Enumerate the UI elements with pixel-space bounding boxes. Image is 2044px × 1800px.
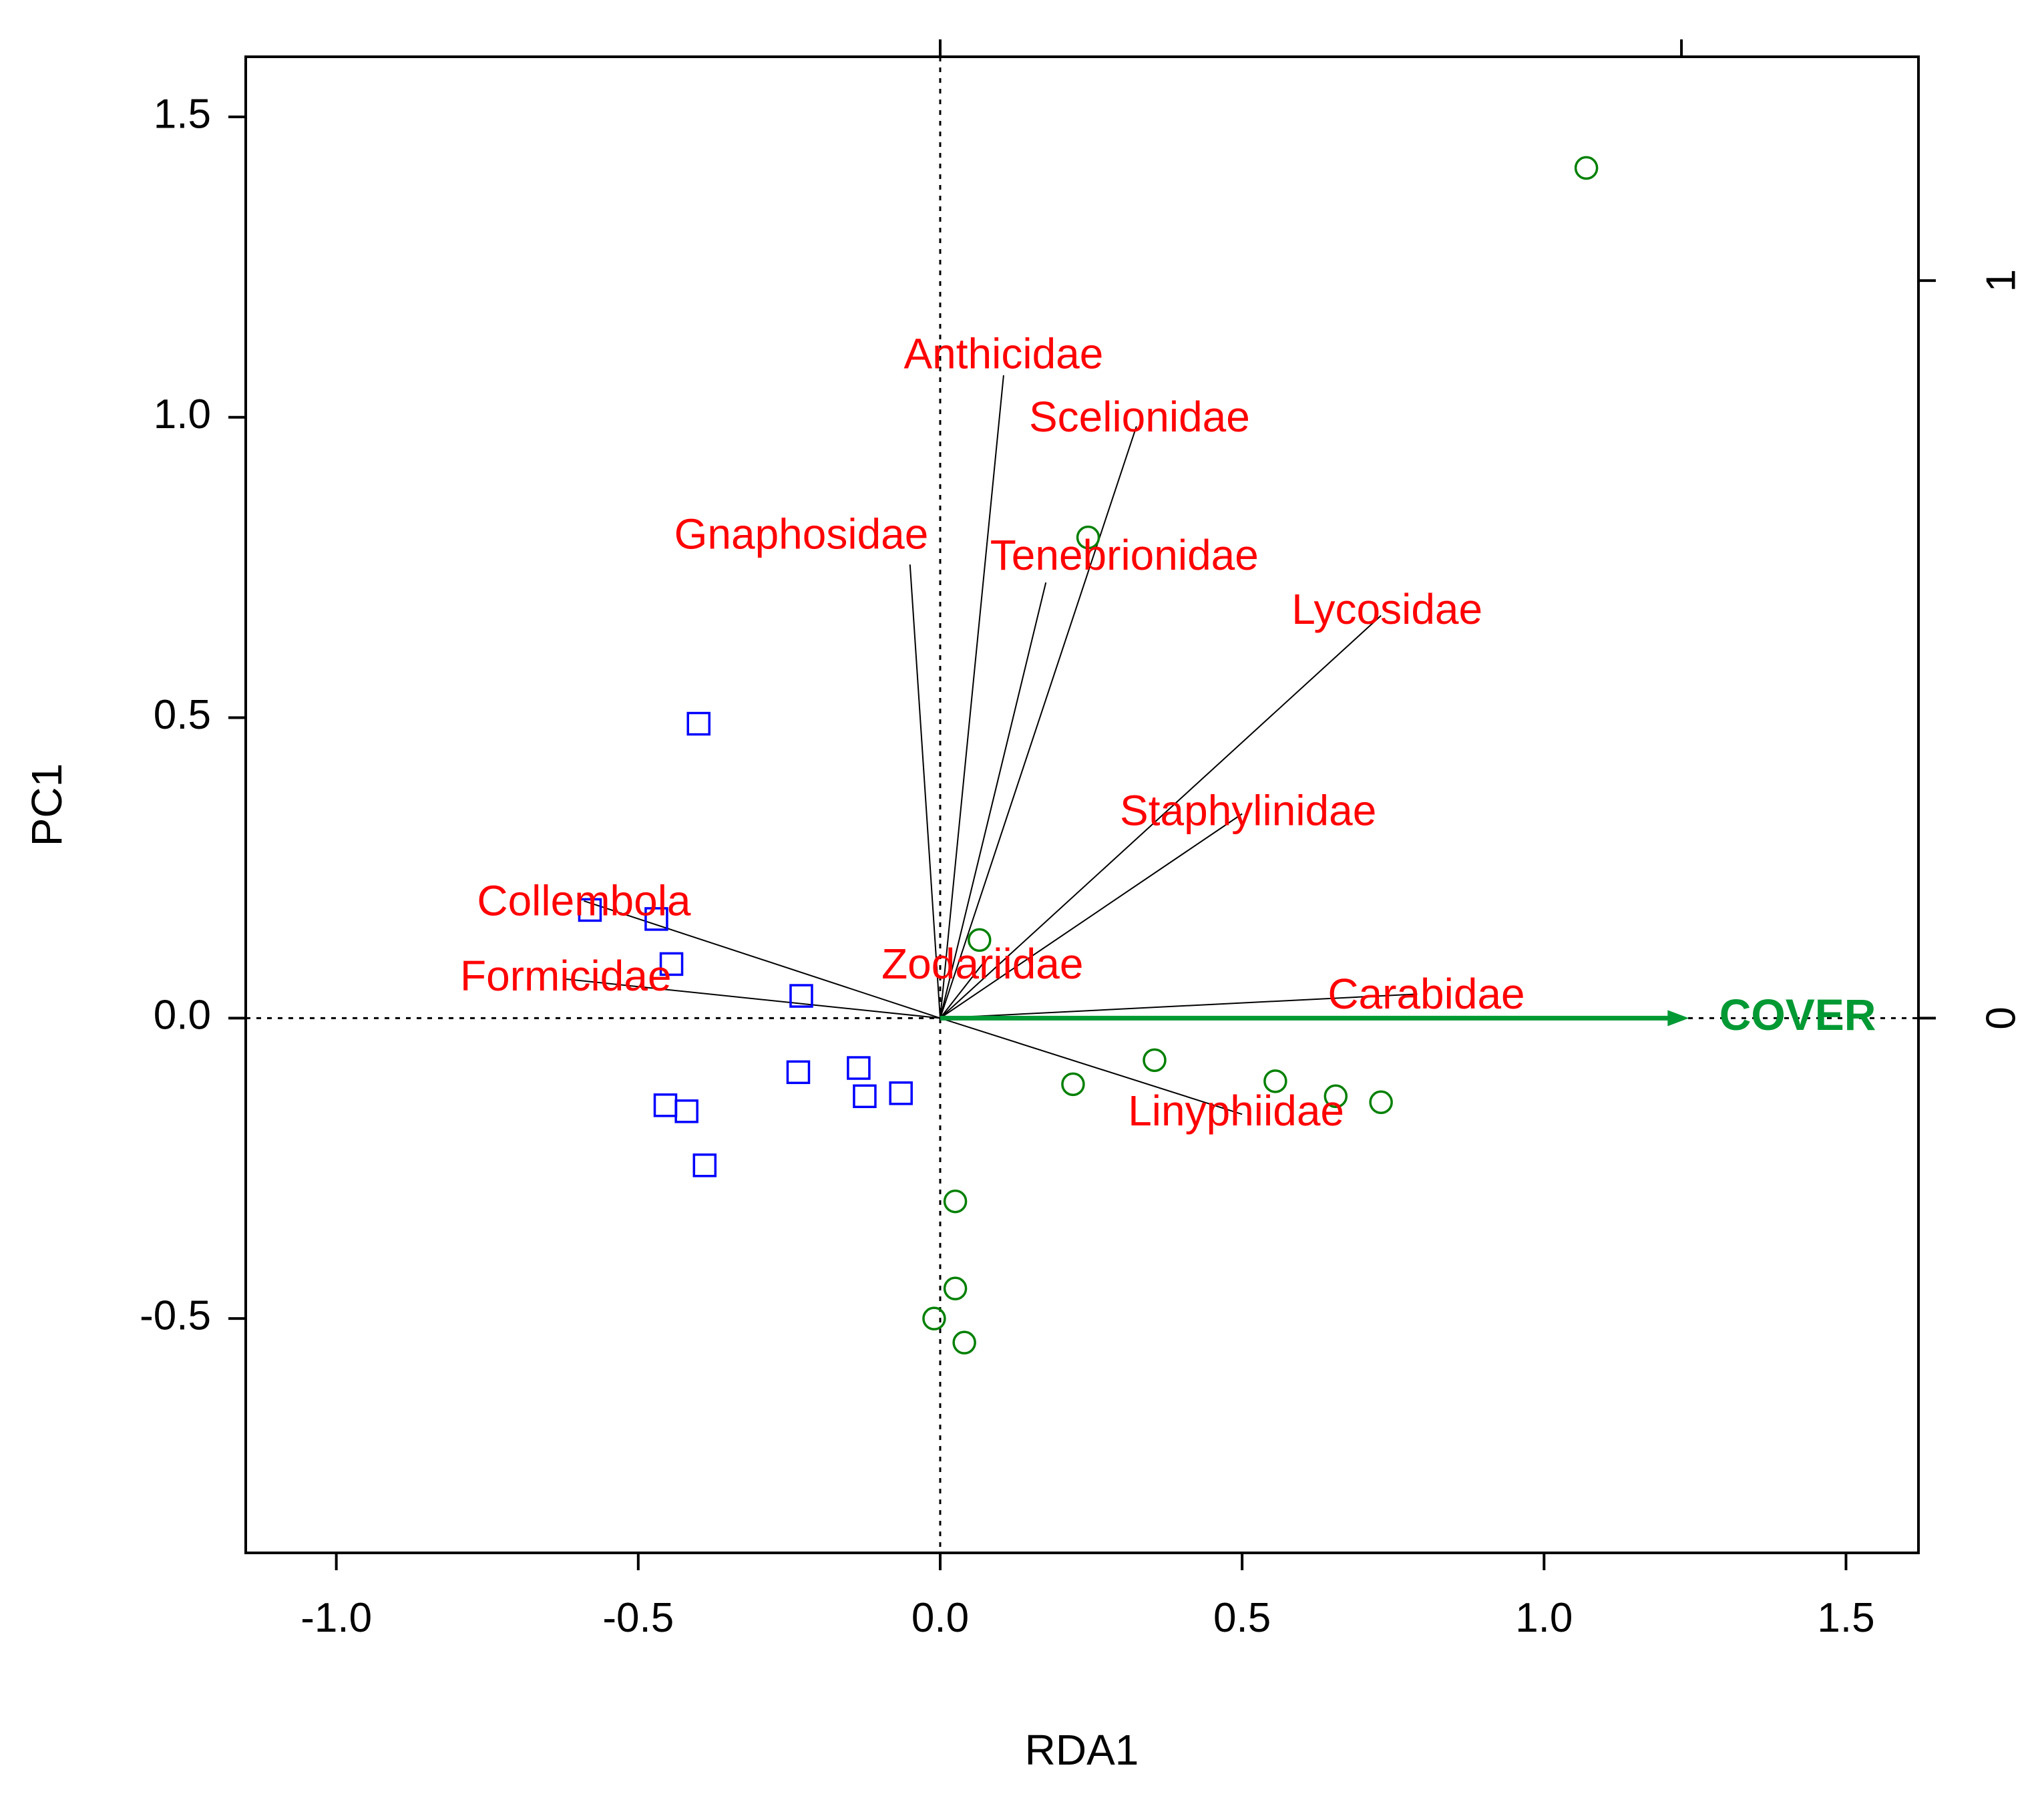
- site-circle-marker: [1263, 1069, 1287, 1093]
- y-tick-label: 0.0: [154, 993, 211, 1039]
- x-tick-label: 1.5: [1817, 1595, 1874, 1641]
- axes: -1.0 -0.5 0.0 0.5 1.0 1.5 -0.5 0.0 0.5 1.0 1.5 0 1: [140, 39, 2024, 1641]
- plot-frame: [244, 55, 1920, 1554]
- site-circle-marker: [1574, 156, 1599, 180]
- site-markers-circles: [922, 156, 1599, 1355]
- site-square-marker: [847, 1056, 871, 1080]
- species-label: Gnaphosidae: [674, 510, 929, 558]
- species-vector-line: [940, 614, 1382, 1019]
- site-square-marker: [889, 1081, 913, 1105]
- species-vector-line: [909, 564, 941, 1019]
- site-square-marker: [786, 1060, 811, 1085]
- site-circle-marker: [1323, 1084, 1348, 1109]
- species-label: Formicidae: [460, 952, 672, 1000]
- species-labels: Anthicidae Scelionidae Gnaphosidae Tenebrio…: [460, 330, 1525, 1135]
- species-label: Scelionidae: [1029, 393, 1250, 441]
- site-square-marker: [659, 952, 684, 976]
- species-vector-lines: [566, 375, 1418, 1115]
- x-tick-label: -0.5: [602, 1595, 674, 1641]
- env-label: COVER: [1719, 990, 1876, 1039]
- site-square-marker: [644, 907, 668, 931]
- species-label: Collembola: [477, 876, 691, 924]
- species-label: Linyphiidae: [1128, 1087, 1344, 1135]
- y-tick-label: -0.5: [140, 1293, 211, 1339]
- species-vector-line: [584, 900, 941, 1019]
- species-vector-line: [940, 582, 1047, 1019]
- species-label: Tenebrionidae: [990, 531, 1259, 579]
- y-tick-label: 1.0: [154, 391, 211, 437]
- x-tick-label: 0.0: [911, 1595, 969, 1641]
- y-axis-title: PC1: [23, 763, 71, 847]
- site-square-marker: [692, 1153, 717, 1178]
- species-label: Zodariidae: [881, 940, 1083, 988]
- site-square-marker: [789, 984, 813, 1008]
- species-vector-line: [940, 993, 1418, 1019]
- site-square-marker: [686, 711, 710, 736]
- x-tick-label: 1.0: [1515, 1595, 1573, 1641]
- species-label: Staphylinidae: [1120, 786, 1376, 834]
- species-vector-line: [940, 1017, 1243, 1115]
- site-square-marker: [853, 1084, 877, 1109]
- site-circle-marker: [943, 1276, 968, 1300]
- site-circle-marker: [1076, 525, 1100, 550]
- environment-labels: COVER: [1719, 990, 1876, 1039]
- site-square-marker: [578, 898, 602, 922]
- environment-vectors: [940, 1010, 1689, 1027]
- env-vector-arrowhead: [1667, 1010, 1689, 1027]
- right-tick-label: 1: [1978, 269, 2024, 292]
- site-circle-marker: [968, 928, 992, 952]
- right-tick-label: 0: [1978, 1007, 2024, 1029]
- site-circle-marker: [1143, 1048, 1167, 1073]
- species-vector-line: [940, 425, 1137, 1019]
- x-axis-title: RDA1: [1025, 1726, 1139, 1774]
- species-vector-line: [566, 978, 941, 1019]
- site-circle-marker: [943, 1189, 968, 1214]
- species-vector-line: [940, 963, 984, 1019]
- site-circle-marker: [922, 1306, 946, 1330]
- site-circle-marker: [1369, 1090, 1393, 1115]
- site-square-marker: [674, 1099, 698, 1123]
- species-label: Carabidae: [1327, 970, 1524, 1018]
- site-circle-marker: [1061, 1072, 1085, 1097]
- species-label: Lycosidae: [1291, 585, 1482, 633]
- site-markers-squares: [578, 711, 913, 1178]
- x-tick-label: -1.0: [300, 1595, 372, 1641]
- site-circle-marker: [952, 1330, 976, 1355]
- species-vector-line: [939, 375, 1004, 1019]
- species-vector-line: [940, 813, 1243, 1019]
- x-tick-label: 0.5: [1213, 1595, 1271, 1641]
- y-tick-label: 0.5: [154, 692, 211, 738]
- y-tick-label: 1.5: [154, 91, 211, 137]
- species-label: Anthicidae: [903, 330, 1103, 378]
